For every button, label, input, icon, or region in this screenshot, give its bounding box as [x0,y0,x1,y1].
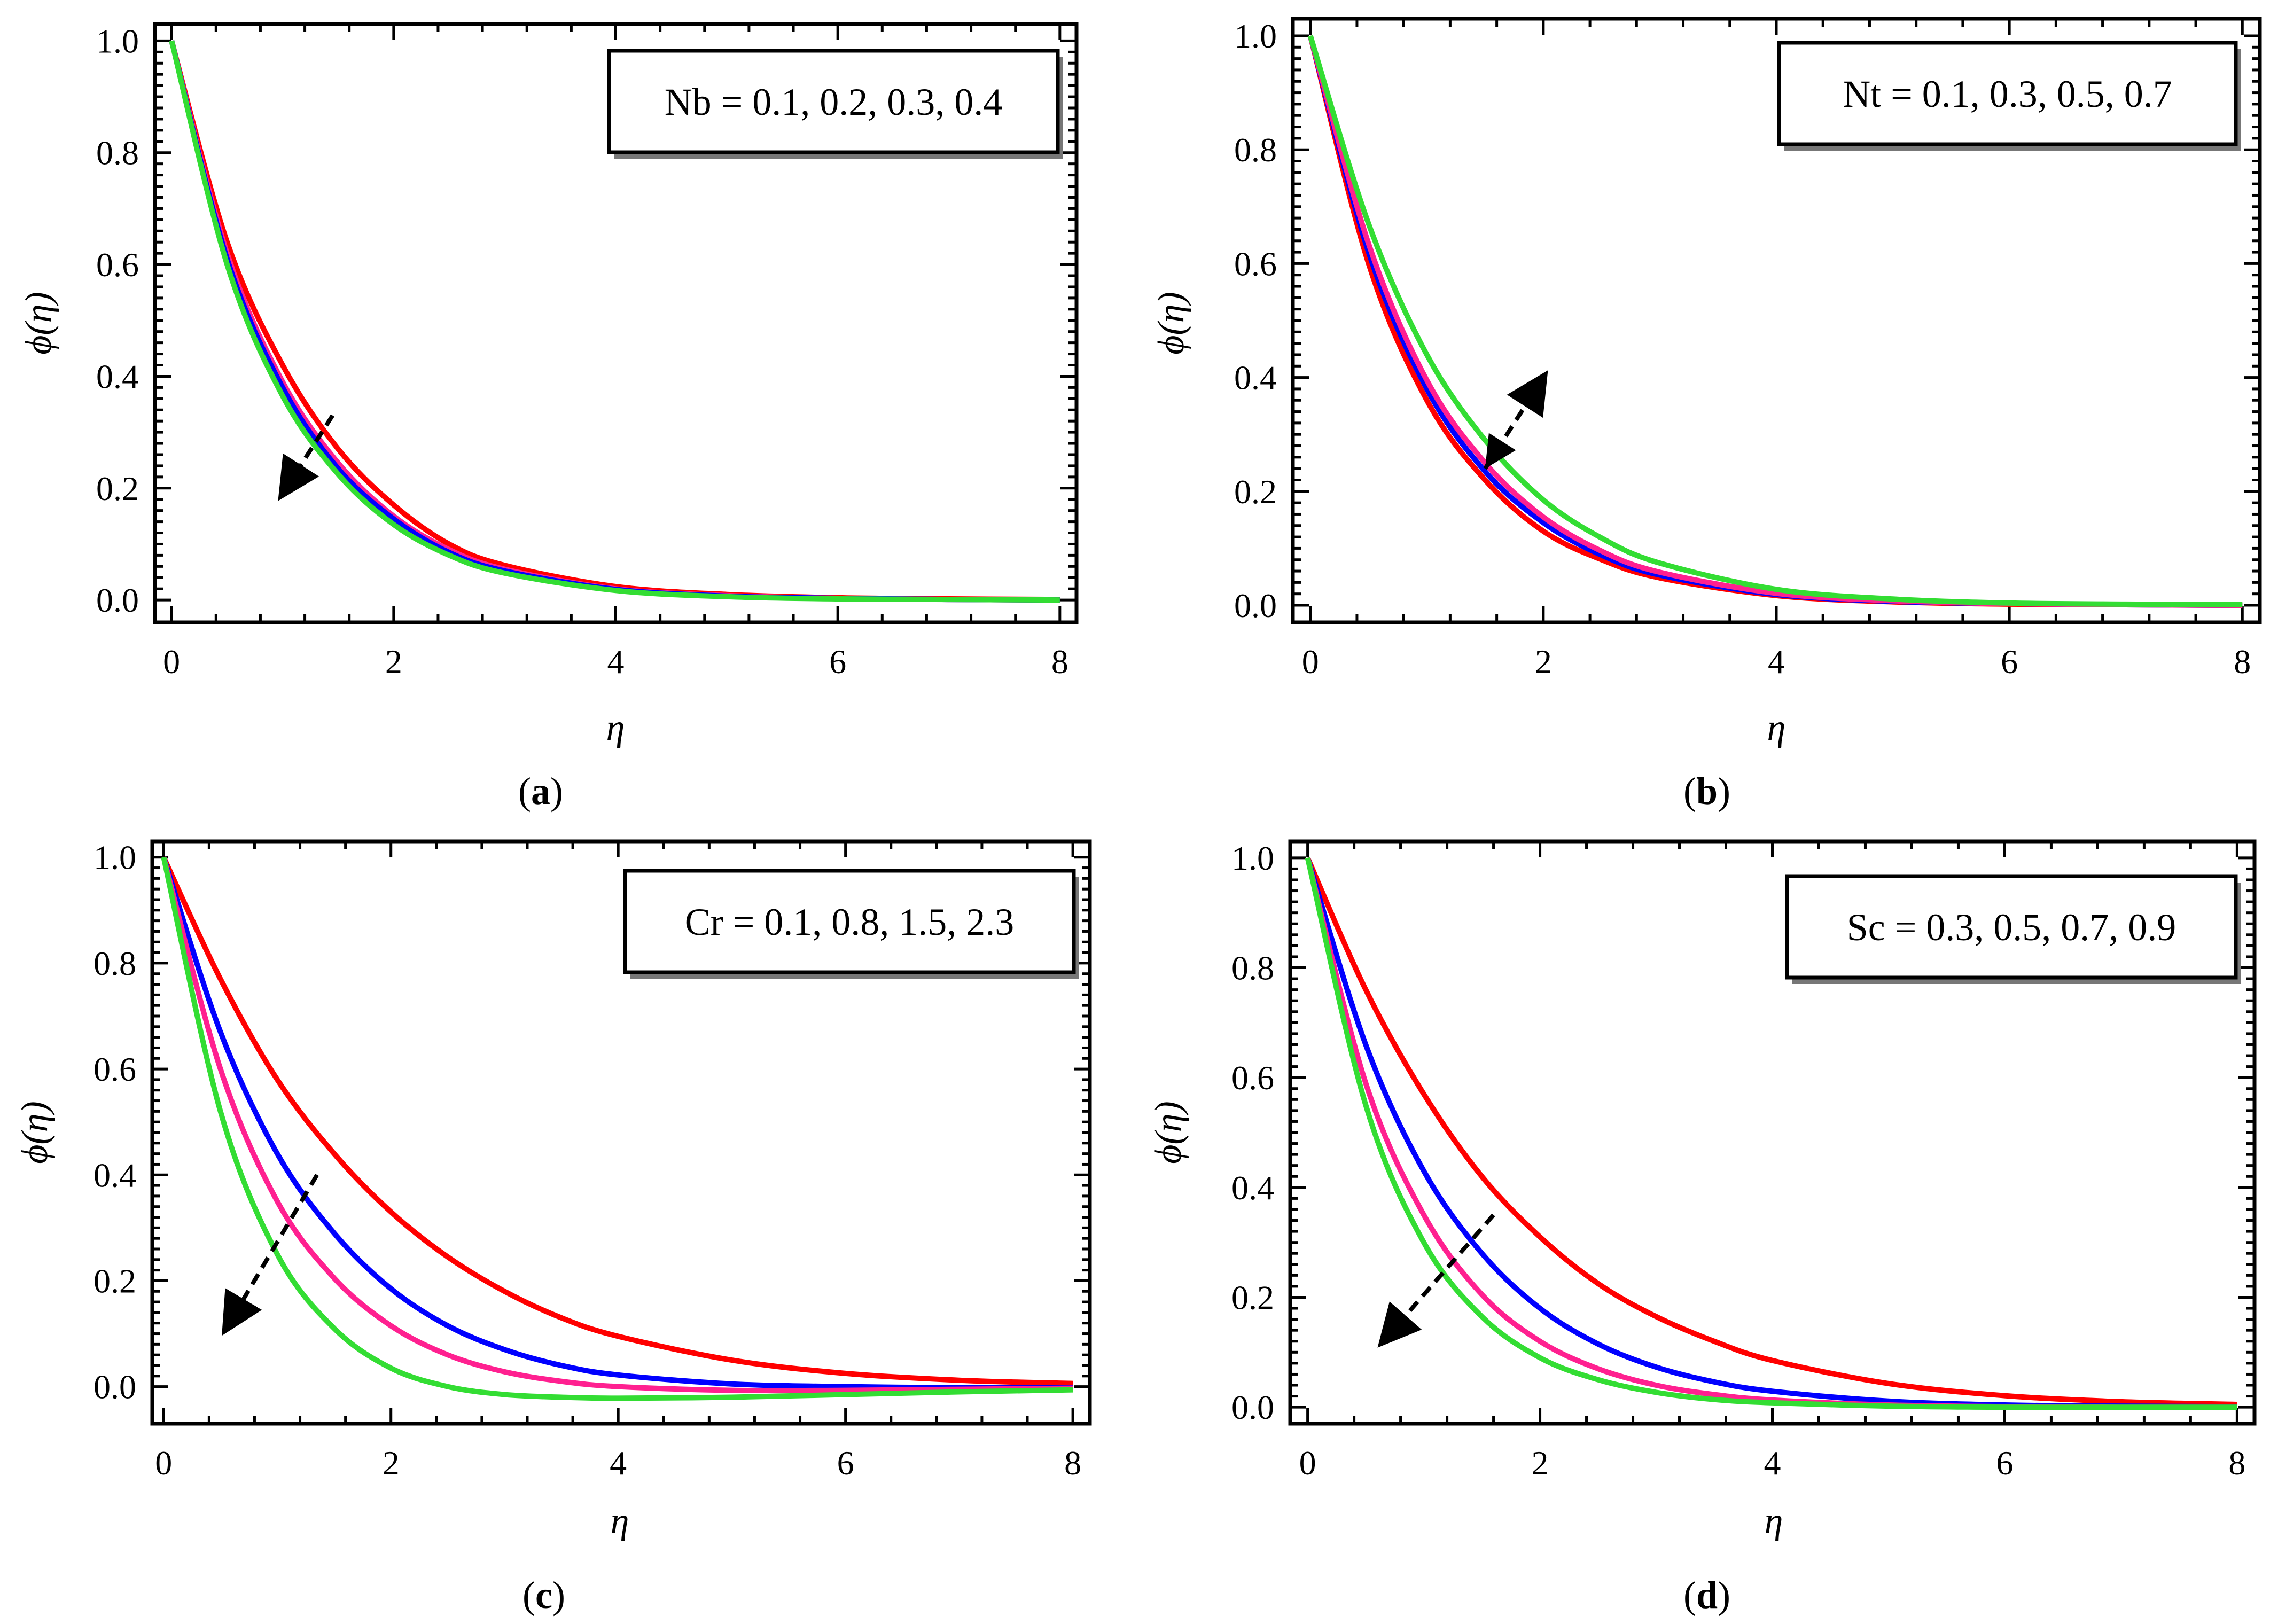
x-tick-label: 4 [1768,643,1785,681]
y-tick-label: 0.0 [1231,1388,1274,1426]
y-tick-label: 0.4 [1231,1169,1274,1207]
y-tick-label: 0.4 [96,357,139,395]
y-tick-label: 0.8 [1231,949,1274,987]
trend-arrow [278,414,334,501]
x-axis-label: η [606,707,625,748]
y-axis-label: ϕ(η) [1151,292,1192,355]
y-tick-label: 1.0 [1231,839,1274,877]
x-tick-label: 2 [1535,643,1552,681]
y-tick-label: 0.6 [1234,245,1277,283]
caption-close-paren: ) [1718,1574,1730,1617]
x-tick-label: 2 [1532,1444,1549,1482]
legend-text: Nb = 0.1, 0.2, 0.3, 0.4 [665,81,1003,123]
series-line-1 [1305,856,2237,1407]
caption-open-paren: ( [522,1574,535,1617]
y-tick-label: 0.4 [1234,359,1277,397]
x-axis-label: η [611,1501,629,1542]
y-tick-label: 0.4 [93,1156,136,1194]
panel-caption: (d) [1683,1574,1730,1617]
y-tick-label: 0.6 [1231,1059,1274,1097]
y-tick-label: 0.8 [1234,131,1277,169]
series-line-4 [169,40,1060,603]
y-tick-label: 0.8 [93,944,136,982]
series-line-4 [161,856,1073,1401]
trend-arrow [222,1174,319,1336]
x-tick-label: 4 [607,643,625,681]
panel-caption: (a) [518,770,563,813]
y-axis-label: ϕ(η) [14,1101,56,1164]
legend-box [1777,41,2238,146]
y-tick-label: 0.2 [93,1262,136,1300]
x-axis-label: η [1765,1501,1783,1542]
panel-caption: (c) [522,1574,565,1617]
x-tick-label: 4 [610,1444,627,1482]
y-tick-label: 1.0 [96,22,139,60]
trend-arrow-tail-head [1485,433,1516,469]
series-line-1 [161,856,1073,1386]
y-tick-label: 1.0 [93,839,136,877]
trend-arrow [1377,1213,1495,1348]
legend-box [623,869,1076,974]
series-line-4 [1307,35,2243,607]
legend-text: Cr = 0.1, 0.8, 1.5, 2.3 [685,901,1015,943]
chart-panel-d: 0 2 4 6 8 0.0 0.2 0.4 0.6 0.8 1.0 η ϕ(η) Sc = 0.3, 0.… [1148,839,2257,1617]
y-tick-label: 0.0 [1234,587,1277,624]
y-tick-label: 0.2 [1234,473,1277,511]
legend-box [1785,874,2238,980]
x-tick-label: 8 [2234,643,2251,681]
x-tick-label: 6 [2001,643,2018,681]
x-tick-label: 0 [155,1444,172,1482]
x-tick-label: 0 [1302,643,1319,681]
legend-text: Nt = 0.1, 0.3, 0.5, 0.7 [1843,73,2172,115]
caption-close-paren: ) [550,770,563,813]
chart-panel-c: 0 2 4 6 8 0.0 0.2 0.4 0.6 0.8 1.0 η ϕ(η) Cr = 0.1, 0.… [14,839,1092,1617]
y-tick-label: 0.0 [96,581,139,619]
legend-box [607,49,1060,154]
caption-close-paren: ) [1718,770,1730,813]
legend-text: Sc = 0.3, 0.5, 0.7, 0.9 [1847,906,2177,949]
y-tick-label: 1.0 [1234,17,1277,55]
y-tick-label: 0.8 [96,134,139,172]
x-tick-label: 2 [385,643,402,681]
caption-letter: c [535,1574,552,1617]
y-tick-label: 0.2 [96,470,139,508]
x-tick-label: 0 [1299,1444,1316,1482]
x-axis-label: η [1767,707,1786,748]
series-line-2 [161,856,1073,1391]
caption-open-paren: ( [1683,1574,1696,1617]
x-tick-label: 6 [1996,1444,2013,1482]
panel-caption: (b) [1683,770,1730,813]
series-line-4 [1305,857,2237,1410]
caption-letter: d [1696,1574,1718,1617]
x-tick-label: 6 [829,643,846,681]
x-tick-label: 0 [163,643,180,681]
x-tick-label: 6 [837,1444,854,1482]
x-tick-label: 8 [2228,1444,2245,1482]
y-tick-label: 0.6 [93,1050,136,1088]
chart-panel-a: 0 2 4 6 8 0.0 0.2 0.4 0.6 0.8 1.0 η ϕ(η) Nb = 0.1, 0.… [18,22,1079,813]
x-tick-label: 2 [383,1444,400,1482]
y-tick-label: 0.0 [93,1368,136,1406]
y-axis-label: ϕ(η) [18,292,59,355]
caption-letter: a [531,770,550,813]
caption-open-paren: ( [518,770,531,813]
y-axis-label: ϕ(η) [1148,1101,1189,1164]
x-tick-label: 8 [1064,1444,1081,1482]
caption-close-paren: ) [552,1574,565,1617]
x-tick-label: 8 [1051,643,1068,681]
chart-panel-b: 0 2 4 6 8 0.0 0.2 0.4 0.6 0.8 1.0 η ϕ(η) Nt = 0.1, 0.… [1151,17,2262,813]
caption-open-paren: ( [1683,770,1696,813]
caption-letter: b [1696,770,1718,813]
x-tick-label: 4 [1764,1444,1781,1482]
y-tick-label: 0.6 [96,246,139,284]
series-line-3 [161,856,1073,1394]
y-tick-label: 0.2 [1231,1278,1274,1316]
